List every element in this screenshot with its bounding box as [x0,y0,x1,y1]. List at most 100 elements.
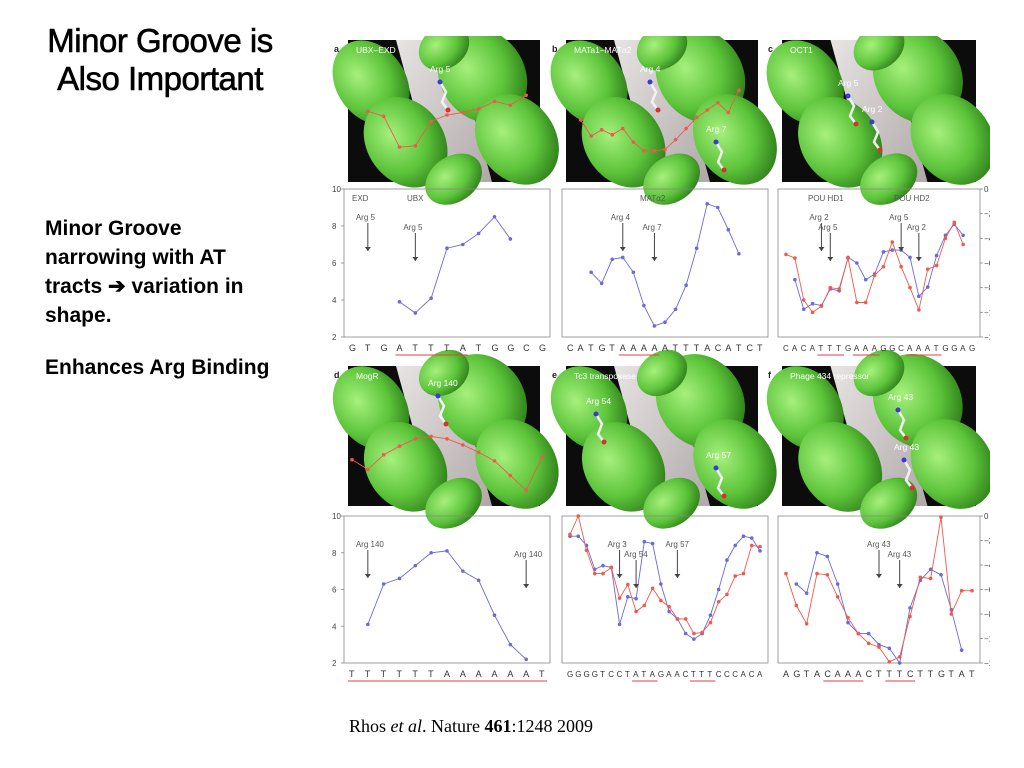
groove-width-point [650,541,655,546]
arg-arrowhead [616,574,623,578]
arg-arrowhead [898,247,905,251]
axis-tick-label: 8 [332,222,337,231]
region-label: MATα2 [640,194,666,203]
structure-title-c: OCT1 [790,45,813,55]
arg-annotation-label: Arg 5 [889,213,909,222]
dna-backbone-surface [418,23,470,71]
sequence-base: G [938,669,945,679]
potential-point [881,264,886,269]
sequence-base: A [783,669,789,679]
potential-point [794,603,799,608]
dna-backbone-surface [636,23,688,71]
sequence-base: A [814,669,820,679]
sequence-base: G [658,670,664,679]
arg-arrowhead [364,247,371,251]
sequence-base: G [539,343,546,353]
axis-tick-label: 10 [332,512,341,521]
arg-arrowhead [523,584,530,588]
arg-annotation-label: Arg 140 [356,540,385,549]
sequence-base: T [691,670,696,679]
sequence-base: T [625,670,630,679]
sequence-base: G [793,669,800,679]
axis-tick-label: −10 [984,308,990,317]
region-label: POU HD1 [808,194,844,203]
arg-arrowhead [364,574,371,578]
sequence-base: A [845,669,851,679]
arg-label: Arg 43 [888,392,913,402]
groove-width-point [642,303,646,308]
dna-backbone-surface [910,419,995,509]
potential-point [576,514,581,518]
potential-point [601,571,605,576]
sequence-base: T [476,343,482,353]
axis-tick-label: 8 [332,549,337,558]
axis-tick-label: −8 [984,610,990,619]
groove-width-point [508,642,513,647]
potential-point [366,109,370,114]
groove-width-point [683,631,688,636]
sequence-base: A [907,344,913,353]
dna-backbone-surface [798,421,883,512]
citation: Rhos et al. Nature 461:1248 2009 [349,716,593,737]
sequence-base: A [854,344,860,353]
sequence-base: A [925,344,931,353]
groove-width-line [399,216,511,314]
groove-width-point [961,233,965,238]
sequence-base: T [349,669,355,679]
plot-frame [343,515,551,664]
potential-point [673,137,678,142]
dna-backbone-surface [853,349,905,397]
groove-width-point [715,205,720,210]
axis-tick-label: 2 [332,659,337,668]
potential-point [810,310,815,315]
arg-label: Arg 43 [894,442,919,452]
arg-annotation-label: Arg 3 [608,540,628,549]
groove-width-point [705,202,710,206]
potential-point [413,144,418,148]
arg-arrowhead [818,247,825,251]
axis-tick-label: −10 [984,635,990,644]
potential-point [908,285,912,290]
sequence-base: T [673,343,679,353]
potential-point [890,240,895,244]
arg-label: Arg 4 [640,64,661,74]
dna-backbone-surface [636,349,688,397]
sequence-base: C [716,670,722,679]
potential-point [397,444,402,448]
panel-letter-b: b [552,44,558,54]
potential-point [733,574,738,578]
arginine-atom [721,167,727,173]
groove-width-point [576,534,581,539]
arg-label: Arg 54 [586,396,611,406]
potential-point [708,620,713,625]
sequence-base: A [507,669,513,679]
sequence-base: A [641,343,647,353]
potential-point [381,452,386,457]
potential-point [863,300,868,305]
potential-point [568,532,572,537]
sequence-base: G [889,344,895,353]
groove-width-point [725,558,729,562]
dna-backbone-surface [475,94,559,185]
potential-point [413,437,418,441]
groove-width-point [461,242,465,247]
potential-point [524,93,528,98]
sequence-base: C [715,343,722,353]
slide-title-line-1: Minor Groove is [47,22,274,60]
plot-f: 0−2−4−6−8−10−12Electrostatic potential (… [777,512,1012,682]
structure-title-b: MATa1–MATα2 [574,45,632,55]
sequence-base: C [801,344,807,353]
panel-letter-d: d [334,370,340,380]
citation-volume: 461 [484,716,512,736]
potential-point [642,603,647,608]
potential-point [381,114,386,119]
potential-point [917,308,921,312]
potential-point [642,148,646,153]
arginine-atom [869,119,875,125]
arginine-side-chain [648,81,659,111]
groove-width-point [397,576,402,581]
potential-point [716,599,721,604]
potential-point [825,573,830,577]
groove-width-line [794,223,964,310]
